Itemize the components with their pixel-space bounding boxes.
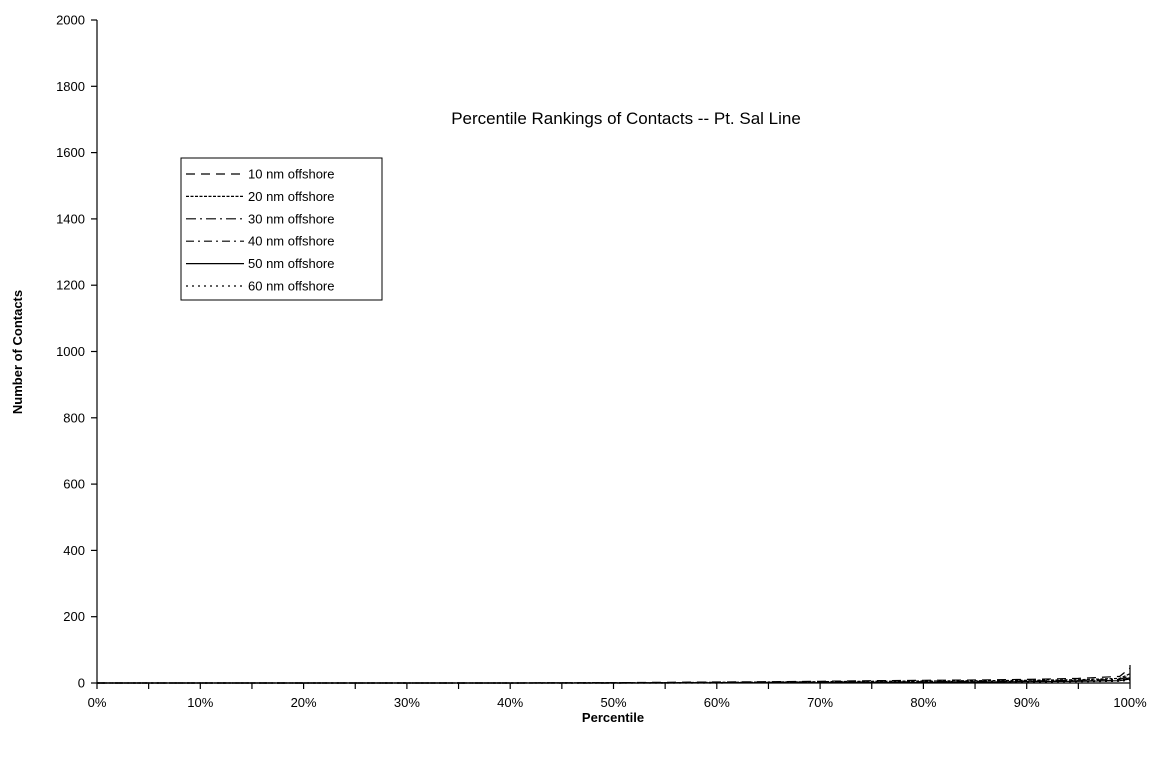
y-tick-label: 600 — [63, 477, 85, 492]
y-tick-label: 200 — [63, 609, 85, 624]
x-tick-label: 40% — [497, 695, 523, 710]
x-tick-label: 0% — [88, 695, 107, 710]
y-tick-label: 1600 — [56, 145, 85, 160]
x-ticks: 0% 10% 20% 30% 40% 50% 60% 70% 80% 90% 100% — [88, 683, 1147, 710]
legend-label: 40 nm offshore — [248, 234, 334, 249]
x-tick-label: 90% — [1014, 695, 1040, 710]
x-tick-label: 70% — [807, 695, 833, 710]
legend-label: 10 nm offshore — [248, 167, 334, 182]
x-tick-label: 50% — [600, 695, 626, 710]
chart-title: Percentile Rankings of Contacts -- Pt. S… — [451, 109, 801, 128]
y-tick-label: 1000 — [56, 344, 85, 359]
y-axis-title: Number of Contacts — [10, 290, 25, 414]
legend-label: 20 nm offshore — [248, 189, 334, 204]
legend-label: 60 nm offshore — [248, 279, 334, 294]
y-tick-label: 400 — [63, 543, 85, 558]
x-axis-title: Percentile — [582, 710, 644, 725]
x-tick-label: 80% — [910, 695, 936, 710]
y-tick-label: 2000 — [56, 13, 85, 28]
y-ticks: 0 200 400 600 800 1000 1200 1400 1600 1800 2000 — [56, 13, 97, 691]
y-tick-label: 1800 — [56, 79, 85, 94]
x-tick-label: 20% — [291, 695, 317, 710]
y-tick-label: 1400 — [56, 211, 85, 226]
x-tick-label: 30% — [394, 695, 420, 710]
legend-box — [180, 157, 383, 301]
y-tick-label: 800 — [63, 410, 85, 425]
x-tick-label: 100% — [1113, 695, 1147, 710]
legend-label: 30 nm offshore — [248, 211, 334, 226]
legend-label: 50 nm offshore — [248, 256, 334, 271]
series-lines — [97, 667, 1131, 684]
series-line-5 — [97, 678, 1131, 684]
y-tick-label: 1200 — [56, 278, 85, 293]
x-tick-label: 60% — [704, 695, 730, 710]
y-tick-label: 0 — [78, 676, 85, 691]
legend: 10 nm offshore 20 nm offshore 30 nm offsho… — [180, 157, 383, 301]
legend-items: 10 nm offshore 20 nm offshore 30 nm offsho… — [186, 167, 334, 294]
x-tick-label: 10% — [187, 695, 213, 710]
